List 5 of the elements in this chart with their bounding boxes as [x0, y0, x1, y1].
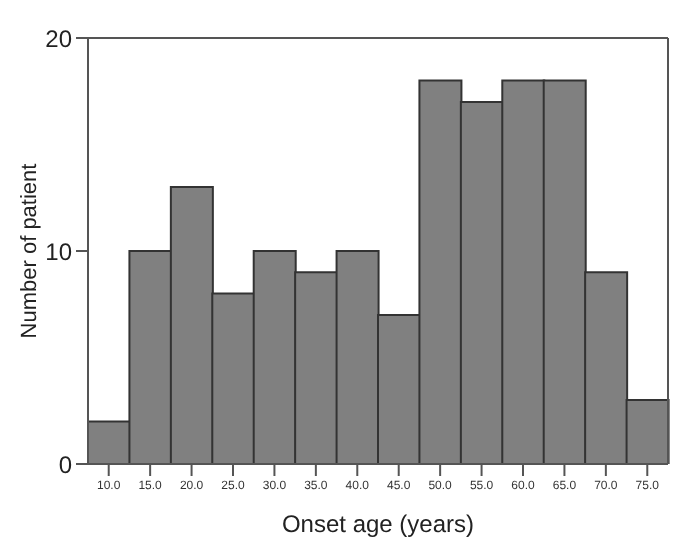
y-axis-title: Number of patient	[17, 163, 42, 339]
y-tick-label: 0	[58, 450, 73, 479]
y-tick-label: 20	[45, 24, 73, 53]
y-tick-label: 10	[45, 237, 73, 266]
x-axis-title: Onset age (years)	[281, 510, 475, 538]
